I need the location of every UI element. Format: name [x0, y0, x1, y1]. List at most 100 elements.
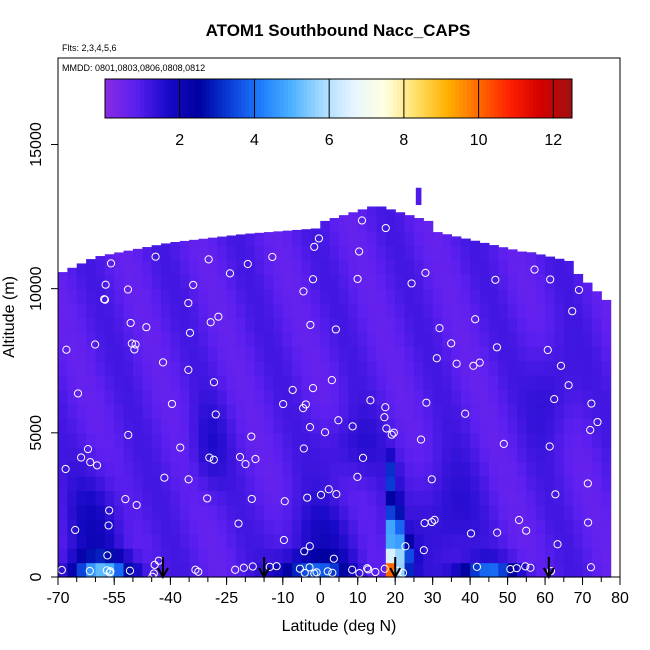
heatmap-cell [161, 432, 171, 448]
heatmap-cell [189, 303, 200, 319]
heatmap-cell [310, 404, 321, 420]
heatmap-cell [339, 215, 349, 218]
sample-point [584, 518, 593, 527]
heatmap-cell [395, 259, 406, 275]
heatmap-cell [488, 360, 499, 376]
heatmap-cell [226, 476, 237, 492]
heatmap-cell [95, 490, 106, 506]
sample-point [421, 268, 430, 277]
heatmap-cell [601, 317, 612, 333]
sample-point [247, 432, 256, 441]
heatmap-cell [601, 299, 612, 304]
x-tick-label: 80 [611, 590, 629, 607]
heatmap-cell [554, 258, 565, 261]
heatmap-cell [451, 317, 462, 333]
heatmap-cell [67, 303, 78, 319]
heatmap-cell [526, 331, 537, 347]
heatmap-cell [161, 447, 171, 463]
heatmap-cell [142, 548, 153, 564]
colorbar-segment [560, 79, 565, 118]
heatmap-cell [207, 562, 218, 578]
heatmap-cell [198, 360, 209, 376]
heatmap-cell [292, 331, 303, 347]
heatmap-cell [488, 476, 499, 492]
heatmap-cell [582, 519, 593, 535]
heatmap-cell [479, 504, 490, 520]
heatmap-cell [170, 519, 181, 535]
heatmap-cell [535, 404, 546, 420]
heatmap-cell [526, 432, 537, 448]
heatmap-cell [526, 317, 537, 333]
colorbar-segment [105, 79, 110, 118]
heatmap-cell [132, 519, 143, 535]
heatmap-cell [264, 461, 275, 477]
heatmap-cell [507, 476, 518, 492]
colorbar-segment [175, 79, 180, 118]
sample-point [545, 442, 554, 451]
heatmap-cell [545, 389, 556, 405]
heatmap-cell [170, 389, 181, 405]
sample-point [353, 274, 362, 284]
heatmap-cell [104, 254, 115, 261]
heatmap-cell [526, 346, 537, 362]
heatmap-cell [254, 476, 265, 492]
sample-point [211, 410, 220, 419]
heatmap-cell [451, 360, 462, 376]
heatmap-cell [320, 476, 331, 492]
heatmap-cell [235, 404, 246, 420]
heatmap-cell [301, 476, 312, 492]
heatmap-cell [582, 432, 593, 448]
sample-point [158, 358, 168, 367]
heatmap-cell [479, 562, 490, 578]
heatmap-cell [507, 562, 518, 578]
heatmap-cell [591, 291, 602, 304]
sample-point [328, 568, 337, 577]
heatmap-cell [104, 432, 115, 448]
heatmap-cell [516, 259, 527, 275]
heatmap-cell [114, 288, 125, 304]
heatmap-cell [226, 548, 237, 564]
heatmap-cell [348, 216, 359, 232]
heatmap-cell [432, 389, 443, 405]
heatmap-cell [264, 303, 275, 319]
heatmap-cell [516, 504, 527, 520]
heatmap-cell [601, 375, 612, 391]
heatmap-cell [535, 562, 546, 578]
heatmap-cell [554, 404, 565, 420]
sample-point [209, 378, 219, 387]
heatmap-cell [179, 288, 190, 304]
sample-point [514, 515, 524, 525]
heatmap-cell [329, 231, 340, 247]
heatmap-cell [423, 274, 434, 290]
heatmap-cell [367, 206, 378, 218]
heatmap-cell [58, 346, 68, 362]
heatmap-cell [442, 461, 452, 477]
heatmap-cell [170, 360, 181, 376]
sample-point [305, 563, 314, 572]
heatmap-cell [395, 432, 406, 448]
heatmap-cell [264, 389, 275, 405]
heatmap-cell [292, 418, 303, 434]
y-tick-label: 5000 [28, 415, 45, 451]
heatmap-cell [132, 317, 143, 333]
heatmap-cell [573, 274, 584, 290]
sample-point [299, 287, 308, 296]
heatmap-cell [573, 432, 584, 448]
heatmap-cell [67, 317, 78, 333]
sample-point [363, 564, 372, 573]
heatmap-cell [442, 245, 452, 261]
heatmap-cell [123, 519, 134, 535]
heatmap-cell [554, 331, 565, 347]
heatmap-cell [273, 317, 284, 333]
heatmap-cell [582, 303, 593, 319]
sample-point [461, 409, 470, 418]
heatmap-cell [348, 212, 359, 218]
heatmap-cell [95, 562, 106, 578]
heatmap-cell [226, 346, 237, 362]
sample-point [387, 430, 396, 439]
heatmap-cell [170, 418, 181, 434]
heatmap-cell [264, 490, 275, 506]
sample-point [184, 475, 193, 484]
heatmap-cell [535, 418, 546, 434]
heatmap-cell [282, 274, 293, 290]
